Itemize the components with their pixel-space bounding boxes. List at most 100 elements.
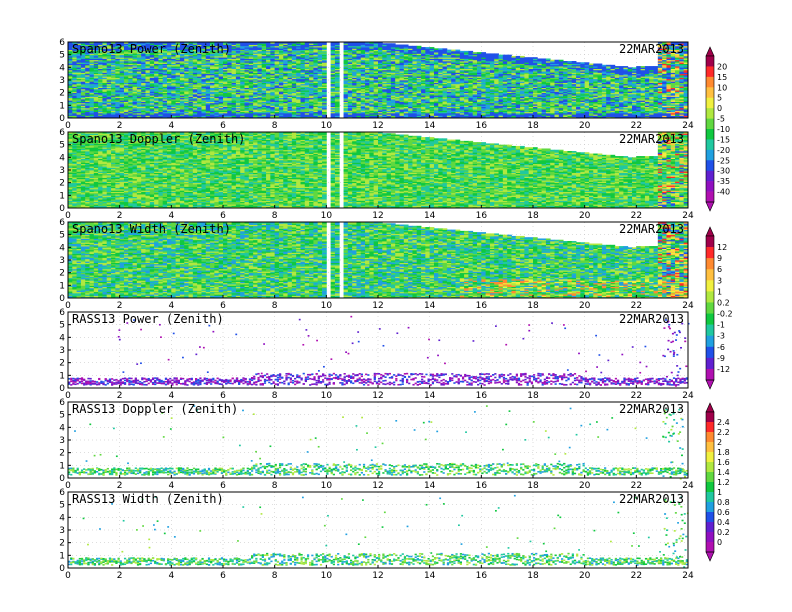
y-tick-label: 2 [59,89,65,99]
y-tick-label: 4 [59,243,65,253]
colorbar-swatch [706,269,714,280]
y-tick-label: 3 [59,256,65,266]
x-tick-label: 16 [476,391,488,401]
colorbar-label: 2.2 [717,428,730,437]
y-tick-label: 5 [59,231,65,241]
colorbar-label: 1 [717,488,722,497]
colorbar-swatch [706,542,714,552]
x-tick-label: 22 [631,301,642,311]
x-tick-label: 0 [65,121,71,131]
y-tick-label: 5 [59,141,65,151]
y-tick-label: 0 [59,114,65,124]
x-tick-label: 24 [682,391,694,401]
y-tick-label: 1 [59,281,65,291]
colorbar-label: 2 [717,438,722,447]
colorbar-swatch [706,422,714,432]
colorbar-arrow-bottom [706,202,714,211]
colorbar-label: -10 [717,125,730,134]
x-tick-label: 12 [372,391,383,401]
x-tick-label: 2 [117,211,123,221]
y-tick-label: 0 [59,204,65,214]
y-tick-label: 0 [59,384,65,394]
x-tick-label: 2 [117,301,123,311]
x-tick-label: 22 [631,121,642,131]
x-tick-label: 12 [372,301,383,311]
y-tick-label: 3 [59,166,65,176]
colorbar-label: 0.4 [717,518,730,527]
x-tick-label: 22 [631,211,642,221]
x-tick-label: 10 [321,391,333,401]
colorbar-swatch [706,336,714,347]
panel-title: Spano13 Width (Zenith) [72,222,231,236]
x-tick-label: 24 [682,481,694,491]
x-tick-label: 2 [117,481,123,491]
panel-title: RASS13 Power (Zenith) [72,312,224,326]
panel-title: Spano13 Doppler (Zenith) [72,132,245,146]
colorbar-swatch [706,512,714,522]
x-tick-label: 0 [65,481,71,491]
x-tick-label: 8 [272,571,278,581]
colorbars-layer: 20151050-5-10-15-20-25-30-35-401296310.2… [706,47,733,561]
colorbar-swatch [706,247,714,258]
x-tick-label: 0 [65,571,71,581]
x-tick-label: 20 [579,121,591,131]
colorbar-label: 6 [717,265,722,274]
colorbar-swatch [706,171,714,182]
x-tick-label: 24 [682,211,694,221]
colorbar-swatch [706,150,714,161]
x-tick-label: 16 [476,211,488,221]
colorbar-label: 10 [717,83,727,92]
y-tick-label: 1 [59,461,65,471]
x-tick-label: 10 [321,211,333,221]
colorbar-arrow-bottom [706,552,714,561]
x-tick-label: 8 [272,301,278,311]
colorbar-label: 0 [717,104,722,113]
x-tick-label: 24 [682,301,694,311]
x-tick-label: 22 [631,391,642,401]
x-tick-label: 4 [168,391,174,401]
x-tick-label: 14 [424,571,436,581]
y-tick-label: 6 [59,398,65,408]
panel-title: RASS13 Doppler (Zenith) [72,402,238,416]
colorbar-swatch [706,452,714,462]
x-tick-label: 6 [220,121,226,131]
colorbar-label: 1.6 [717,458,730,467]
colorbar-label: -25 [717,156,730,165]
x-tick-label: 16 [476,121,488,131]
colorbar-arrow-top [706,227,714,236]
x-tick-label: 20 [579,391,591,401]
x-tick-label: 10 [321,121,333,131]
colorbar-label: 0.2 [717,528,730,537]
panel-date: 22MAR2013 [619,492,684,506]
x-tick-label: 0 [65,211,71,221]
colorbar-label: 9 [717,254,722,263]
data-cells [68,316,690,387]
colorbar-swatch [706,369,714,380]
x-tick-label: 8 [272,121,278,131]
colorbar-swatch [706,502,714,512]
colorbar-label: 1 [717,287,722,296]
colorbar-swatch [706,412,714,422]
x-tick-label: 4 [168,121,174,131]
y-tick-label: 5 [59,501,65,511]
x-tick-label: 20 [579,481,591,491]
y-tick-label: 3 [59,346,65,356]
y-tick-label: 2 [59,539,65,549]
x-tick-label: 20 [579,301,591,311]
x-tick-label: 0 [65,301,71,311]
colorbar-swatch [706,280,714,291]
y-tick-label: 2 [59,449,65,459]
colorbar-label: -0.2 [717,310,733,319]
x-tick-label: 14 [424,301,436,311]
y-tick-label: 4 [59,333,65,343]
x-tick-label: 12 [372,571,383,581]
x-tick-label: 14 [424,391,436,401]
colorbar-swatch [706,258,714,269]
colorbar-swatch [706,108,714,119]
colorbar-swatch [706,160,714,171]
x-tick-label: 12 [372,121,383,131]
